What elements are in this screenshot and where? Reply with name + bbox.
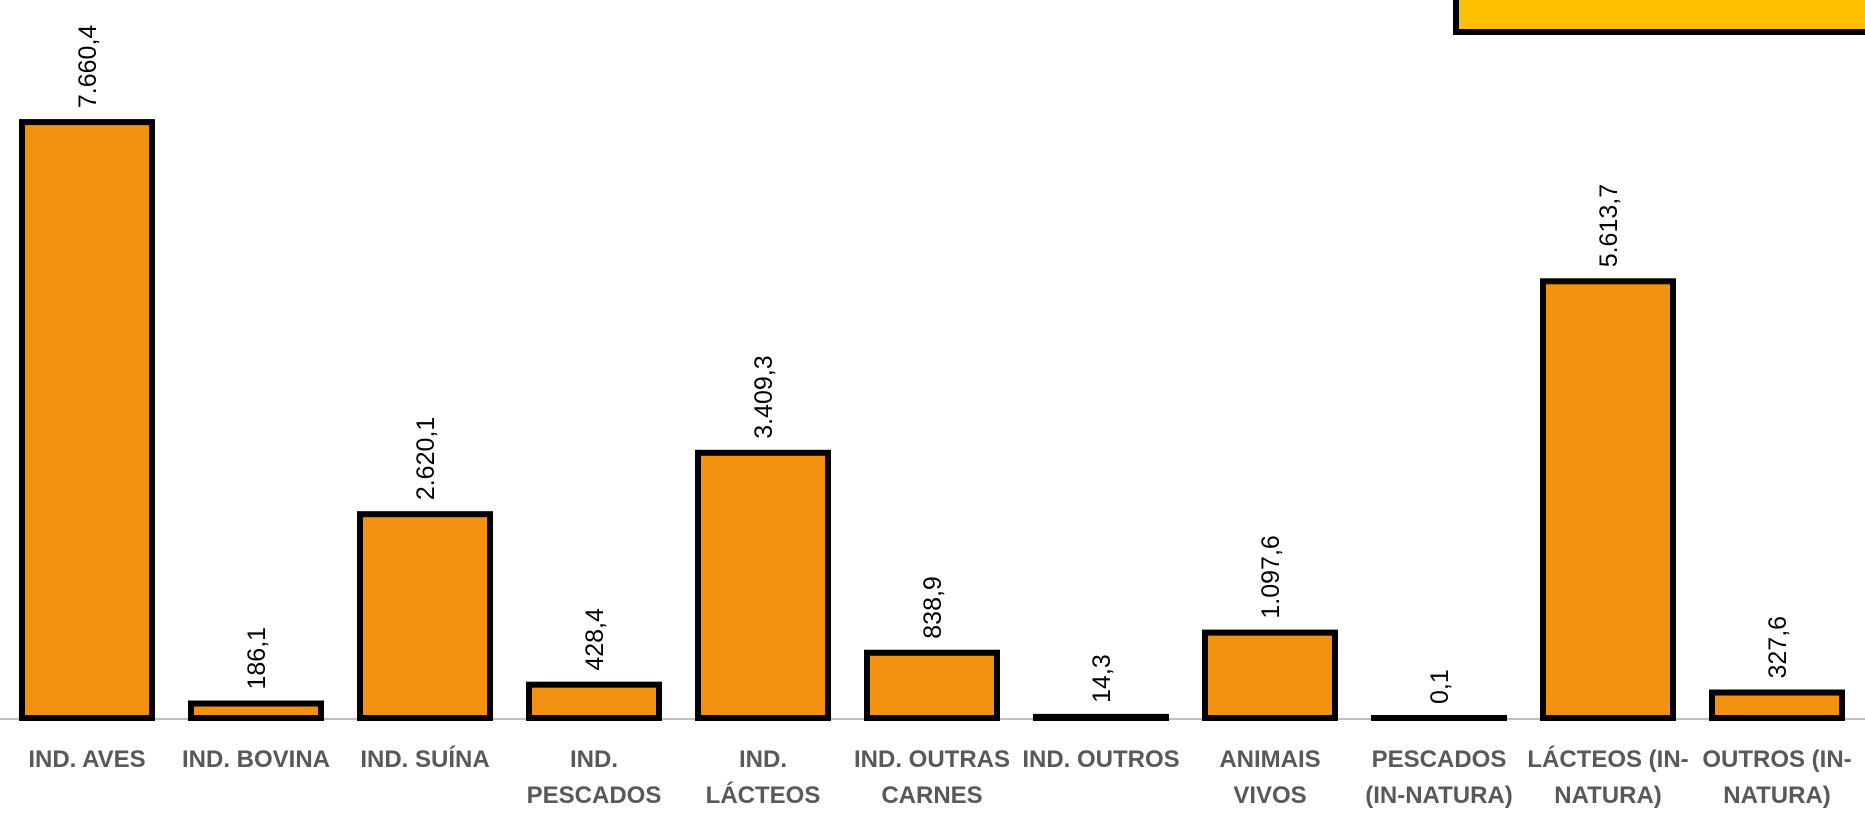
legend-box: [1456, 0, 1865, 32]
value-label: 428,4: [581, 608, 609, 671]
x-tick-label: IND. PESCADOS: [510, 742, 679, 814]
value-label: 14,3: [1088, 654, 1116, 703]
x-tick-label: IND. LÁCTEOS: [679, 742, 848, 814]
value-label: 186,1: [243, 627, 271, 690]
x-tick-label: IND. OUTRAS CARNES: [848, 742, 1017, 814]
bar: [867, 653, 997, 718]
bar: [360, 514, 490, 718]
value-label: 2.620,1: [412, 417, 440, 500]
x-tick-label: IND. BOVINA: [172, 742, 341, 778]
bar: [1036, 717, 1166, 718]
value-label: 5.613,7: [1595, 184, 1623, 267]
bar: [1543, 281, 1673, 718]
bar: [1712, 693, 1842, 718]
x-tick-label: OUTROS (IN-NATURA): [1693, 742, 1862, 814]
value-label: 7.660,4: [74, 25, 102, 109]
x-tick-label: IND. AVES: [3, 742, 172, 778]
bar: [191, 704, 321, 718]
value-label: 1.097,6: [1257, 535, 1285, 618]
value-label: 3.409,3: [750, 355, 778, 438]
bar: [22, 122, 152, 718]
x-tick-label: IND. OUTROS: [1017, 742, 1186, 778]
bar: [698, 453, 828, 718]
value-label: 0,1: [1426, 669, 1454, 704]
value-label: 327,6: [1764, 616, 1792, 679]
x-tick-label: ANIMAIS VIVOS: [1186, 742, 1355, 814]
bar: [1205, 633, 1335, 718]
value-label: 838,9: [919, 576, 947, 639]
x-tick-label: IND. SUÍNA: [341, 742, 510, 778]
x-tick-label: PESCADOS (IN-NATURA): [1355, 742, 1524, 814]
bar: [529, 685, 659, 718]
x-tick-label: LÁCTEOS (IN-NATURA): [1524, 742, 1693, 814]
